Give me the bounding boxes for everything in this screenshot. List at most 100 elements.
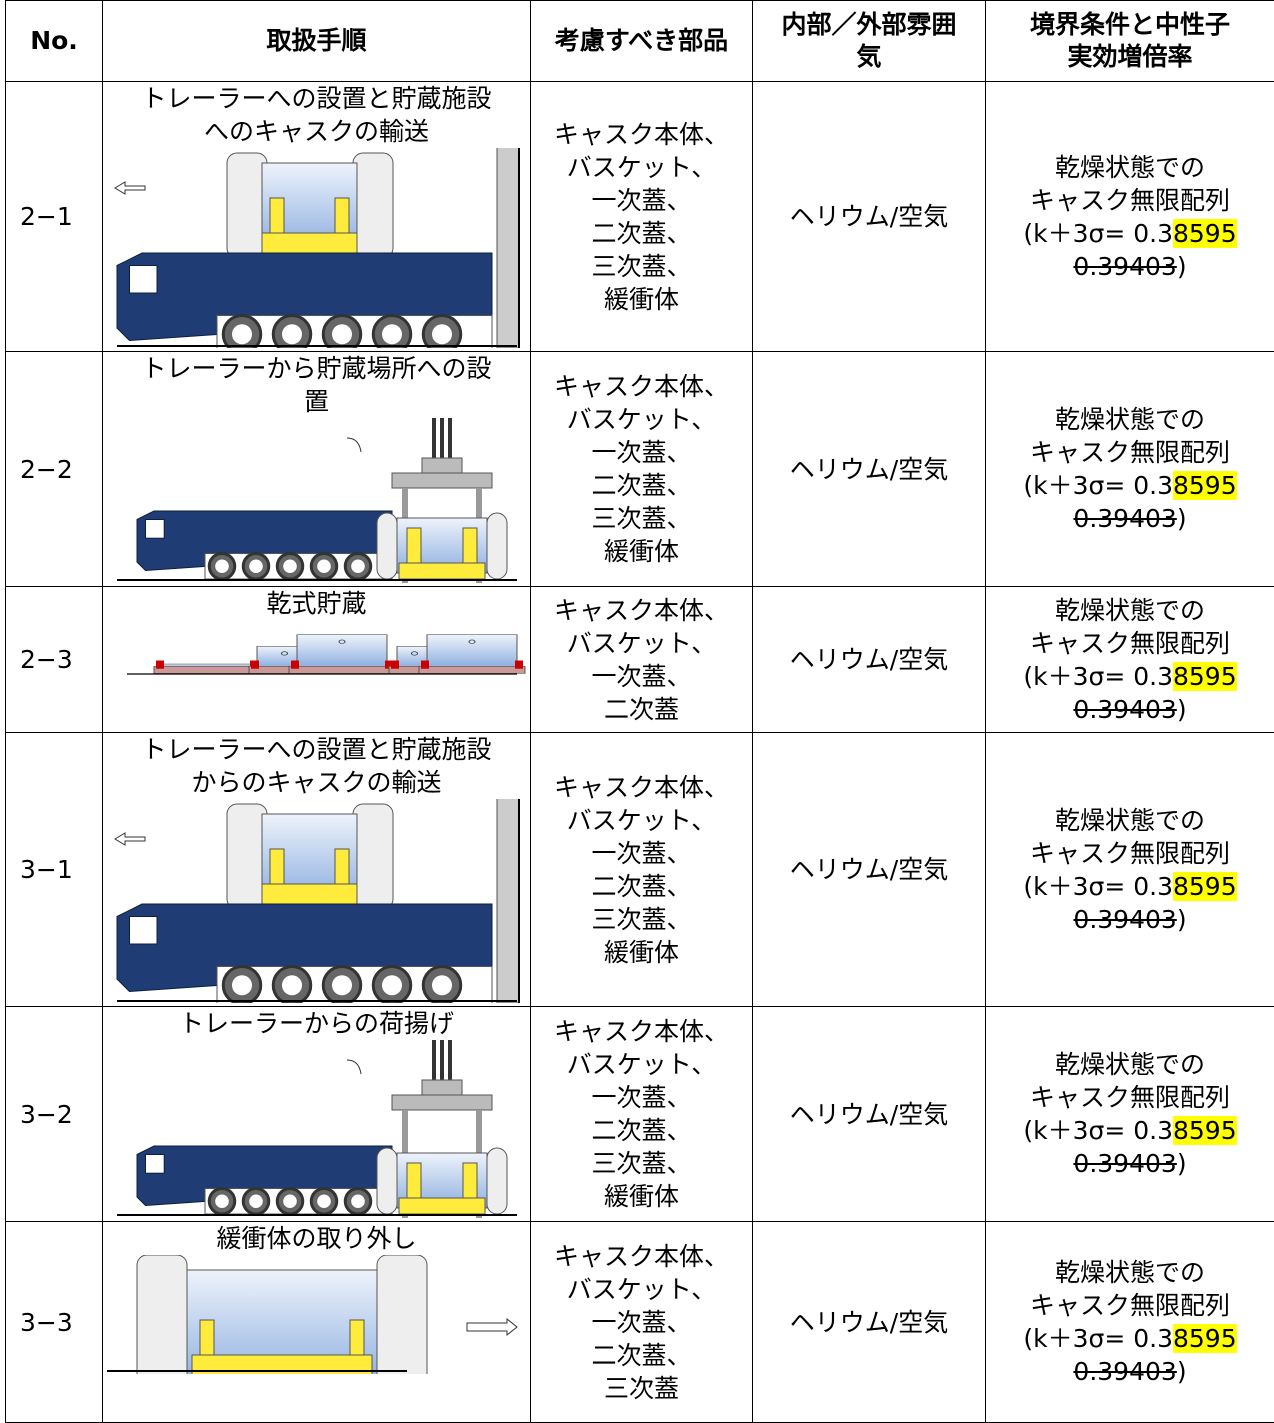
formula-suffix: )	[1176, 904, 1187, 934]
illustration-shape	[486, 512, 507, 580]
part-text: 二次蓋、	[591, 1340, 692, 1370]
illustration-shape	[261, 883, 357, 907]
atmosphere-cell: ヘリウム/空気	[752, 732, 986, 1007]
procedure-text: からのキャスクの輸送	[191, 768, 442, 797]
illustration-shape	[282, 559, 297, 574]
parts-cell: キャスク本体、 バスケット、 一次蓋、 二次蓋、 三次蓋、 緩衝体	[530, 351, 753, 587]
row-number: 3−2	[5, 1006, 103, 1222]
row-number: 2−3	[5, 586, 103, 733]
procedure-text: 緩衝体の取り外し	[216, 1224, 417, 1253]
procedure-cell: トレーラーからの荷揚げ	[102, 1006, 531, 1222]
illustration-shape	[113, 799, 520, 1003]
part-text: 緩衝体	[603, 284, 679, 314]
illustration-shape	[106, 1255, 518, 1374]
procedure-cell: 乾式貯蔵	[102, 586, 531, 733]
condition-cell: 乾燥状態での キャスク無限配列 (k＋3σ= 0.38595 0.39403)	[985, 351, 1274, 587]
parts-cell: キャスク本体、 バスケット、 一次蓋、 二次蓋、 三次蓋、 緩衝体	[530, 81, 753, 352]
illustration-shape	[281, 324, 302, 345]
illustration-shape	[381, 975, 402, 996]
illustration-shape	[226, 803, 267, 910]
illustration	[104, 620, 530, 684]
parts-cell: キャスク本体、 バスケット、 一次蓋、 二次蓋、 三次蓋、 緩衝体	[530, 732, 753, 1007]
illustration-shape	[214, 1194, 229, 1209]
formula-highlight: 8595	[1173, 661, 1237, 691]
illustration-shape	[199, 1319, 214, 1356]
header-cell: 境界条件と中性子実効増倍率	[985, 0, 1274, 82]
part-text: バスケット、	[566, 152, 717, 182]
formula-highlight: 8595	[1173, 1324, 1237, 1353]
struck-value: 0.39403	[1073, 694, 1177, 724]
illustration-shape	[496, 799, 519, 1003]
condition-cell: 乾燥状態での キャスク無限配列 (k＋3σ= 0.38595 0.39403)	[985, 732, 1274, 1007]
condition-text: 乾燥状態での	[1054, 1258, 1205, 1287]
part-text: バスケット、	[566, 405, 717, 434]
illustration-shape	[290, 660, 299, 669]
part-text: 二次蓋、	[591, 1116, 692, 1145]
formula-prefix: (k＋3σ= 0.3	[1023, 1116, 1173, 1145]
condition-text: キャスク無限配列	[1029, 628, 1230, 658]
illustration-shape	[346, 437, 361, 453]
part-text: 一次蓋、	[591, 661, 692, 691]
header-cell: 内部／外部雰囲気	[752, 0, 986, 82]
illustration-shape	[316, 559, 331, 574]
struck-value: 0.39403	[1073, 504, 1177, 533]
illustration-shape	[350, 559, 365, 574]
condition-text: キャスク無限配列	[1029, 1083, 1230, 1112]
condition-text: キャスク無限配列	[1029, 185, 1230, 215]
illustration	[104, 1255, 530, 1374]
part-text: バスケット、	[566, 1050, 717, 1079]
table-row: 2−1 トレーラーへの設置と貯蔵施設 へのキャスクの輸送 キャスク本体、 バスケット、一…	[5, 81, 1274, 352]
illustration-shape	[126, 634, 525, 675]
illustration-shape	[468, 639, 475, 644]
illustration-shape	[406, 1162, 421, 1199]
condition-old-value: 0.39403)	[987, 1355, 1274, 1388]
illustration-shape	[331, 975, 352, 996]
table-header: No. 取扱手順 考慮すべき部品 内部／外部雰囲気 境界条件と中性子実効増倍率	[5, 0, 1274, 82]
condition-old-value: 0.39403)	[987, 250, 1274, 283]
part-text: キャスク本体、	[553, 1241, 729, 1271]
illustration-shape	[352, 803, 393, 910]
struck-value: 0.39403	[1073, 251, 1177, 281]
row-number: 2−1	[5, 81, 103, 352]
illustration-shape	[439, 418, 444, 458]
procedure-text: 置	[303, 387, 329, 416]
illustration-shape	[486, 1147, 507, 1215]
illustration-shape	[391, 472, 492, 489]
illustration-shape	[447, 418, 452, 458]
part-text: 二次蓋、	[591, 218, 692, 248]
procedure-text: へのキャスクの輸送	[203, 117, 429, 146]
parts-cell: キャスク本体、 バスケット、 一次蓋、 二次蓋、 三次蓋、 緩衝体	[530, 1006, 753, 1222]
formula-prefix: (k＋3σ= 0.3	[1023, 218, 1173, 248]
part-text: 緩衝体	[603, 537, 679, 566]
illustration-shape	[350, 1194, 365, 1209]
illustration-shape	[116, 418, 517, 583]
condition-text: 乾燥状態での	[1054, 805, 1205, 835]
formula-prefix: (k＋3σ= 0.3	[1023, 471, 1173, 500]
illustration-shape	[410, 651, 418, 656]
illustration-shape	[231, 324, 252, 345]
condition-text: キャスク無限配列	[1029, 838, 1230, 868]
part-text: 三次蓋、	[591, 1149, 692, 1178]
illustration-shape	[331, 324, 352, 345]
formula-prefix: (k＋3σ= 0.3	[1023, 661, 1173, 691]
procedure-cell: トレーラーへの設置と貯蔵施設 からのキャスクの輸送	[102, 732, 531, 1007]
illustration-shape	[346, 1059, 361, 1075]
illustration-shape	[514, 660, 523, 669]
table-row: 3−2 トレーラーからの荷揚げ キャスク本体、 バスケット、 一次蓋、 二次蓋、 三次蓋、緩…	[5, 1006, 1274, 1222]
part-text: キャスク本体、	[553, 595, 729, 625]
part-text: 二次蓋、	[591, 471, 692, 500]
condition-formula: (k＋3σ= 0.38595	[987, 1114, 1274, 1147]
part-text: キャスク本体、	[553, 372, 729, 401]
illustration	[104, 799, 530, 1003]
illustration-shape	[153, 666, 260, 674]
condition-cell: 乾燥状態での キャスク無限配列 (k＋3σ= 0.38595 0.39403)	[985, 81, 1274, 352]
formula-highlight: 8595	[1173, 471, 1237, 500]
condition-formula: (k＋3σ= 0.38595	[987, 469, 1274, 502]
illustration-shape	[155, 660, 164, 669]
formula-highlight: 8595	[1173, 218, 1237, 248]
illustration-shape	[113, 181, 145, 195]
condition-formula: (k＋3σ= 0.38595	[987, 870, 1274, 903]
illustration	[104, 1040, 530, 1218]
illustration-shape	[128, 265, 157, 294]
condition-formula: (k＋3σ= 0.38595	[987, 217, 1274, 250]
